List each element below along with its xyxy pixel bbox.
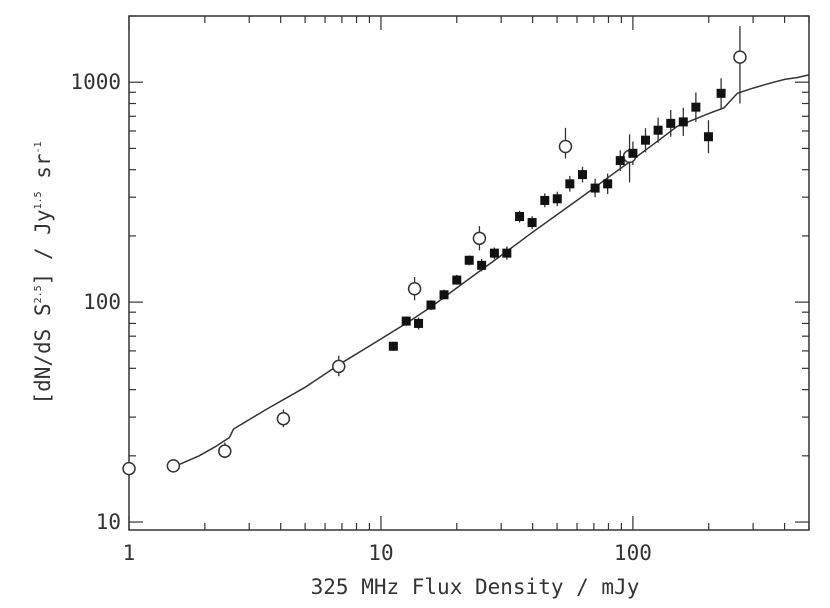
filled-square-point — [477, 260, 487, 270]
open-circle-point — [472, 231, 487, 246]
filled-square-point — [426, 300, 436, 310]
filled-square-point — [603, 179, 613, 189]
filled-square-point — [615, 156, 625, 166]
x-tick-label: 100 — [614, 541, 652, 565]
filled-square-point — [515, 212, 525, 222]
axis-ticks — [128, 15, 810, 530]
filled-square-point — [452, 275, 462, 285]
filled-square-point — [502, 248, 512, 258]
y-tick-label: 1000 — [70, 70, 121, 94]
filled-square-point — [414, 318, 424, 328]
filled-square-point — [388, 341, 398, 351]
filled-square-point — [540, 195, 550, 205]
filled-square-point — [578, 170, 588, 180]
filled-square-point — [552, 194, 562, 204]
filled-square-point — [527, 218, 537, 228]
filled-square-point — [401, 316, 411, 326]
open-circle-point — [558, 139, 573, 154]
filled-square-point — [703, 132, 713, 142]
filled-square-point — [691, 102, 701, 112]
filled-square-point — [653, 125, 663, 135]
x-tick-label: 1 — [123, 541, 136, 565]
filled-square-point — [464, 255, 474, 265]
filled-square-point — [640, 135, 650, 145]
filled-square-point — [716, 88, 726, 98]
error-bars — [172, 26, 741, 472]
open-circle-point — [331, 359, 346, 374]
open-circle-point — [733, 50, 747, 64]
y-tick-label: 100 — [83, 290, 121, 314]
plot-frame — [128, 15, 810, 531]
filled-square-point — [439, 290, 449, 300]
data-markers — [122, 50, 747, 476]
filled-square-point — [628, 148, 638, 158]
filled-square-point — [565, 179, 575, 189]
open-circle-point — [407, 282, 422, 296]
open-circle-point — [218, 444, 232, 458]
filled-square-point — [678, 117, 688, 127]
model-curve — [169, 74, 810, 470]
open-circle-point — [276, 411, 291, 426]
x-axis-title: 325 MHz Flux Density / mJy — [311, 575, 640, 599]
filled-square-point — [666, 118, 676, 128]
filled-square-point — [590, 183, 600, 193]
open-circle-point — [166, 459, 181, 473]
open-circle-point — [122, 461, 136, 476]
x-tick-label: 10 — [368, 541, 393, 565]
y-tick-label: 10 — [96, 510, 121, 534]
y-axis-title: [dN/dS S2.5] / Jy1.5 sr-1 — [31, 141, 55, 404]
filled-square-point — [489, 248, 499, 258]
